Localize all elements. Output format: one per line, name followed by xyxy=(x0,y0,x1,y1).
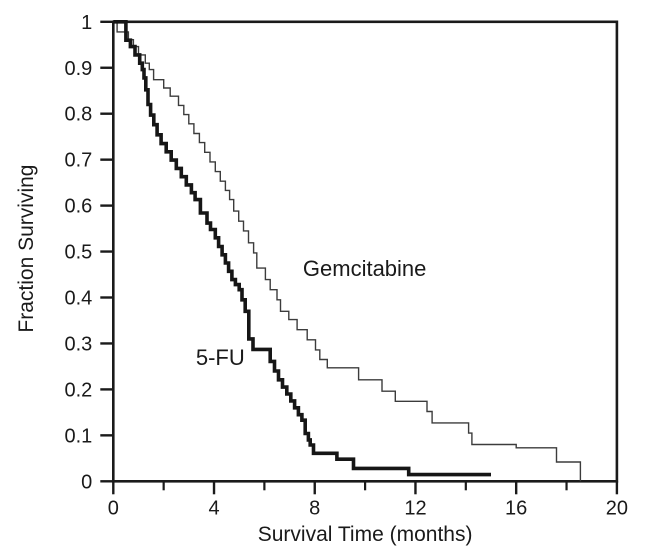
y-tick-label: 0.1 xyxy=(64,425,92,447)
y-tick-label: 0.9 xyxy=(64,58,92,80)
x-tick-label: 12 xyxy=(404,497,426,519)
y-axis-title: Fraction Surviving xyxy=(15,165,38,333)
y-tick-label: 0.7 xyxy=(64,150,92,172)
x-tick-label: 4 xyxy=(208,497,219,519)
y-tick-label: 0.6 xyxy=(64,196,92,218)
y-tick-label: 0.5 xyxy=(64,242,92,264)
x-tick-label: 20 xyxy=(606,497,628,519)
y-tick-label: 0.8 xyxy=(64,104,92,126)
x-tick-label: 8 xyxy=(309,497,320,519)
curve-gemcitabine xyxy=(113,21,582,482)
x-tick-label: 16 xyxy=(505,497,527,519)
series-label-5-fu: 5-FU xyxy=(196,345,245,370)
series-label-gemcitabine: Gemcitabine xyxy=(303,256,427,281)
x-tick-label: 0 xyxy=(108,497,119,519)
y-tick-label: 0 xyxy=(81,471,92,493)
y-tick-label: 0.2 xyxy=(64,379,92,401)
curve-5-fu xyxy=(113,20,491,477)
x-axis-title: Survival Time (months) xyxy=(258,523,473,546)
y-tick-label: 1 xyxy=(81,12,92,34)
y-tick-label: 0.3 xyxy=(64,333,92,355)
y-tick-label: 0.4 xyxy=(64,288,92,310)
plot-frame xyxy=(112,20,619,483)
